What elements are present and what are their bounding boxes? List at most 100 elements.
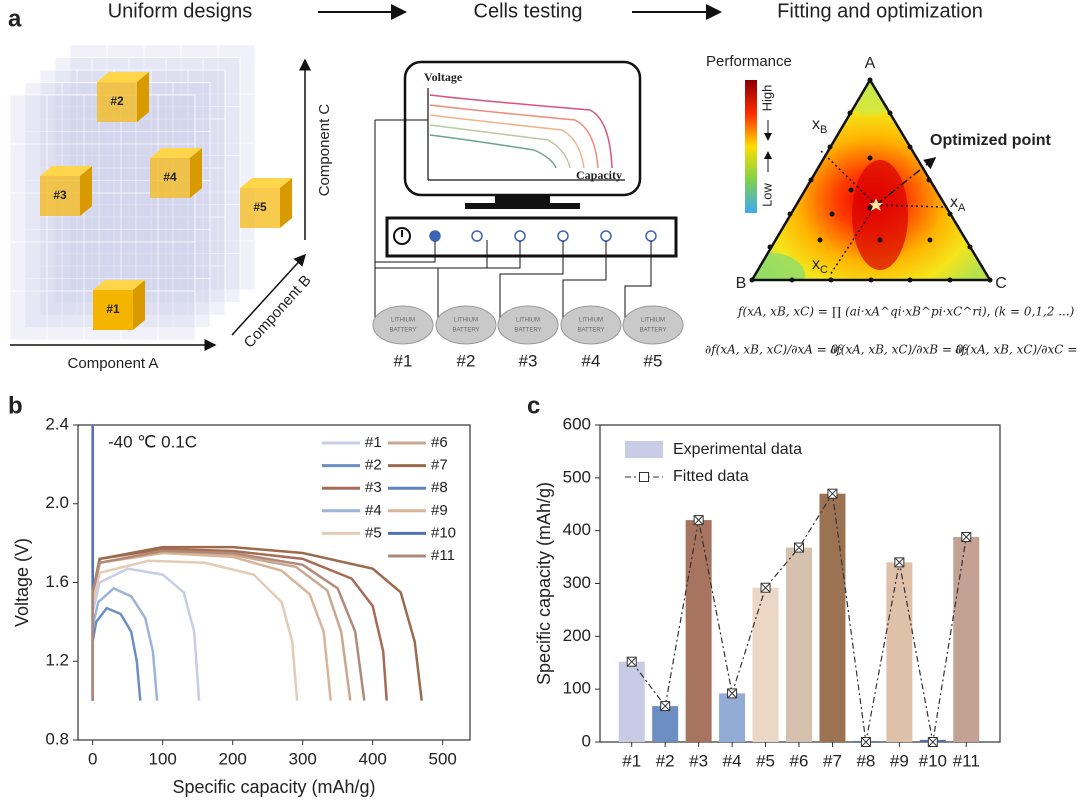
design-point bbox=[887, 110, 893, 116]
design-point bbox=[749, 277, 755, 283]
x-tick-label: 300 bbox=[289, 749, 317, 768]
fitted-marker bbox=[760, 582, 771, 593]
design-point bbox=[767, 244, 773, 250]
cube-label: #1 bbox=[106, 302, 120, 316]
cube-top bbox=[150, 148, 202, 158]
cube bbox=[97, 82, 137, 122]
fitted-marker bbox=[927, 737, 938, 747]
design-point bbox=[827, 144, 833, 150]
vertex-label: C bbox=[995, 275, 1007, 292]
guide-line bbox=[819, 149, 877, 206]
fitted-marker bbox=[961, 532, 972, 543]
design-point bbox=[867, 205, 873, 211]
x-tick-label: #1 bbox=[622, 751, 641, 770]
monitor-curve bbox=[429, 124, 571, 169]
marker-cross bbox=[660, 701, 670, 711]
guide-line bbox=[829, 204, 877, 276]
panel-label: c bbox=[527, 392, 540, 419]
fraction-label: xC bbox=[812, 256, 828, 276]
cube-side bbox=[190, 148, 202, 198]
wire bbox=[562, 241, 607, 318]
monitor-base bbox=[465, 203, 580, 209]
channel bbox=[514, 230, 526, 242]
battery-label: #4 bbox=[582, 351, 601, 370]
channel bbox=[471, 230, 483, 242]
y-axis-label: Voltage (V) bbox=[12, 538, 32, 627]
series-line bbox=[91, 567, 201, 701]
marker-cross bbox=[627, 657, 637, 667]
marker-cross bbox=[861, 737, 871, 747]
y-tick-label: 400 bbox=[563, 520, 591, 539]
cube bbox=[40, 176, 80, 216]
design-point bbox=[847, 110, 853, 116]
bar bbox=[886, 562, 913, 742]
cube bbox=[150, 158, 190, 198]
battery-text: LITHIUM bbox=[391, 318, 415, 324]
bar bbox=[618, 661, 645, 742]
vertex-label: A bbox=[865, 55, 876, 72]
legend-label: Fitted data bbox=[673, 468, 749, 485]
optimum-star bbox=[869, 198, 883, 211]
legend-label: #6 bbox=[431, 434, 448, 451]
fraction-label: xB bbox=[812, 116, 827, 136]
x-tick-label: #9 bbox=[890, 751, 909, 770]
design-point bbox=[867, 155, 873, 161]
y-tick-label: 2.4 bbox=[45, 414, 69, 433]
channel bbox=[645, 230, 657, 242]
fitted-marker bbox=[693, 515, 704, 526]
power-icon bbox=[393, 227, 411, 245]
bar bbox=[685, 520, 712, 742]
fraction-base: x bbox=[812, 116, 820, 133]
step-title: Uniform designs bbox=[108, 0, 253, 22]
design-point bbox=[926, 177, 932, 183]
design-point bbox=[877, 237, 883, 243]
x-tick-label: #3 bbox=[689, 751, 708, 770]
battery-text: LITHIUM bbox=[516, 318, 540, 324]
colorbar-title: Performance bbox=[706, 53, 792, 70]
fraction-sub: C bbox=[820, 264, 828, 276]
design-point bbox=[987, 277, 993, 283]
battery-label: #2 bbox=[457, 351, 476, 370]
y-tick-label: 1.2 bbox=[45, 651, 69, 670]
marker-cross bbox=[694, 515, 703, 525]
battery-text: BATTERY bbox=[514, 328, 541, 334]
x-tick-label: #8 bbox=[856, 751, 875, 770]
equation: ∂f(xA, xB, xC)/∂xA = 0; bbox=[705, 343, 842, 357]
guide-arrow bbox=[875, 157, 937, 206]
monitor-curve bbox=[429, 134, 557, 169]
step-title: Fitting and optimization bbox=[777, 0, 983, 22]
colorbar bbox=[745, 80, 757, 213]
fraction-label: xA bbox=[950, 194, 966, 214]
monitor-stand bbox=[495, 195, 550, 205]
x-tick-label: 100 bbox=[149, 749, 177, 768]
battery-text: BATTERY bbox=[639, 328, 666, 334]
design-point bbox=[829, 211, 835, 217]
axis-arrow bbox=[231, 253, 307, 336]
axis-label: Component C bbox=[316, 104, 333, 197]
y-tick-label: 200 bbox=[563, 626, 591, 645]
wire bbox=[499, 241, 564, 318]
fitted-marker bbox=[727, 688, 738, 699]
battery-label: #1 bbox=[394, 351, 413, 370]
design-point bbox=[947, 277, 953, 283]
fitted-marker bbox=[827, 488, 838, 499]
marker-cross bbox=[828, 489, 837, 499]
legend-label: #10 bbox=[431, 524, 456, 541]
x-tick-label: 0 bbox=[88, 749, 97, 768]
fitted-marker bbox=[660, 701, 671, 712]
cube-side bbox=[133, 280, 145, 330]
monitor-curve bbox=[429, 94, 613, 169]
step-title: Cells testing bbox=[474, 0, 583, 22]
cube-top bbox=[240, 178, 292, 188]
x-tick-label: 200 bbox=[219, 749, 247, 768]
legend-label: #1 bbox=[365, 434, 382, 451]
cube bbox=[93, 290, 133, 330]
design-point bbox=[828, 277, 834, 283]
guide-line bbox=[875, 204, 946, 208]
cube-label: #2 bbox=[110, 94, 124, 108]
x-axis-label: Specific capacity (mAh/g) bbox=[172, 777, 375, 797]
x-tick-label: 400 bbox=[359, 749, 387, 768]
battery-text: BATTERY bbox=[452, 328, 479, 334]
fitted-marker bbox=[794, 542, 804, 553]
design-point bbox=[927, 237, 933, 243]
